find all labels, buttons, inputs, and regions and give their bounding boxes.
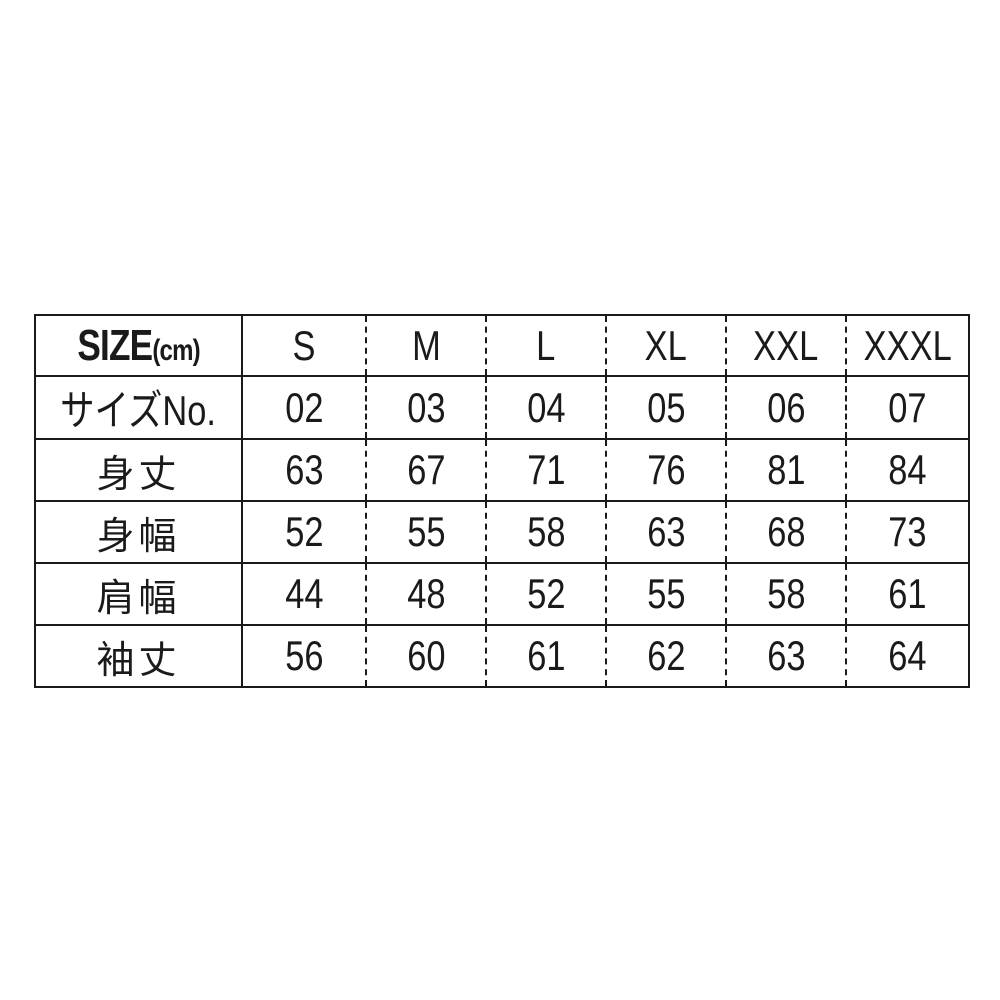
cell-value: 58 [526, 508, 566, 555]
cell-value: 71 [526, 446, 566, 493]
size-header: L [485, 314, 606, 377]
size-l: L [536, 321, 556, 369]
size-chart-table: SIZE(cm) S M L XL XXL XXXL サイズNo. 02 03 04 0… [34, 314, 970, 688]
table-cell: 61 [485, 624, 606, 688]
table-cell: 56 [242, 624, 366, 688]
size-label: SIZE [77, 320, 153, 370]
table-row: サイズNo. 02 03 04 05 06 07 [35, 375, 969, 440]
table-cell: 63 [242, 438, 366, 502]
table-cell: 04 [485, 375, 606, 440]
size-header: S [242, 314, 366, 377]
cell-value: 61 [888, 570, 927, 617]
size-unit-header: SIZE(cm) [35, 314, 243, 377]
table-cell: 03 [365, 375, 486, 440]
table-cell: 58 [725, 562, 846, 626]
cell-value: 63 [646, 508, 686, 555]
cell-value: 52 [284, 508, 324, 555]
cell-value: 04 [526, 383, 566, 431]
row-label: 身丈 [35, 438, 243, 502]
row-label: 袖丈 [35, 624, 243, 688]
row-label: 身幅 [35, 500, 243, 564]
cell-value: 62 [646, 632, 686, 679]
table-cell: 02 [242, 375, 366, 440]
cell-value: 05 [646, 383, 686, 431]
table-cell: 52 [485, 562, 606, 626]
cell-value: 84 [888, 446, 927, 493]
size-m: M [411, 321, 441, 369]
cell-value: 67 [406, 446, 446, 493]
cell-value: 55 [646, 570, 686, 617]
row-label-text: サイズNo. [60, 387, 217, 434]
cell-value: 61 [526, 632, 566, 679]
cell-value: 52 [526, 570, 566, 617]
row-label: 肩幅 [35, 562, 243, 626]
table-cell: 68 [725, 500, 846, 564]
cell-value: 63 [284, 446, 324, 493]
table-cell: 62 [605, 624, 726, 688]
table-cell: 05 [605, 375, 726, 440]
table-cell: 76 [605, 438, 726, 502]
table-row: 身丈 63 67 71 76 81 84 [35, 438, 969, 502]
table-cell: 55 [605, 562, 726, 626]
cell-value: 02 [284, 383, 324, 431]
cell-value: 58 [766, 570, 806, 617]
table-cell: 61 [845, 562, 969, 626]
table-cell: 64 [845, 624, 969, 688]
table-cell: 63 [605, 500, 726, 564]
cell-value: 03 [406, 383, 446, 431]
table-cell: 58 [485, 500, 606, 564]
cell-value: 44 [284, 570, 324, 617]
table-row: 袖丈 56 60 61 62 63 64 [35, 624, 969, 688]
cell-value: 07 [888, 383, 927, 431]
table-cell: 63 [725, 624, 846, 688]
cell-value: 48 [406, 570, 446, 617]
row-label-text: 身幅 [96, 515, 181, 558]
table-cell: 60 [365, 624, 486, 688]
table-cell: 71 [485, 438, 606, 502]
table-cell: 55 [365, 500, 486, 564]
cell-value: 64 [888, 632, 927, 679]
cell-value: 55 [406, 508, 446, 555]
header-row: SIZE(cm) S M L XL XXL XXXL [35, 314, 969, 377]
cell-value: 63 [766, 632, 806, 679]
size-s: S [292, 321, 316, 369]
size-xxl: XXL [753, 321, 819, 369]
table-cell: 07 [845, 375, 969, 440]
size-xl: XL [644, 321, 688, 369]
size-header: M [365, 314, 486, 377]
table-cell: 73 [845, 500, 969, 564]
table-cell: 52 [242, 500, 366, 564]
table-cell: 84 [845, 438, 969, 502]
row-label-text: 袖丈 [96, 639, 181, 682]
size-header: XXL [725, 314, 846, 377]
table-cell: 48 [365, 562, 486, 626]
table-cell: 44 [242, 562, 366, 626]
cell-value: 68 [766, 508, 806, 555]
table-cell: 81 [725, 438, 846, 502]
size-xxxl: XXXL [863, 321, 952, 369]
cell-value: 56 [284, 632, 324, 679]
table-row: 身幅 52 55 58 63 68 73 [35, 500, 969, 564]
unit-label: (cm) [152, 333, 200, 367]
table-cell: 06 [725, 375, 846, 440]
table-row: 肩幅 44 48 52 55 58 61 [35, 562, 969, 626]
table-cell: 67 [365, 438, 486, 502]
size-header: XL [605, 314, 726, 377]
row-label-text: 身丈 [96, 453, 181, 496]
cell-value: 60 [406, 632, 446, 679]
cell-value: 06 [766, 383, 806, 431]
cell-value: 76 [646, 446, 686, 493]
row-label: サイズNo. [35, 375, 243, 440]
row-label-text: 肩幅 [96, 577, 181, 620]
size-header: XXXL [845, 314, 969, 377]
cell-value: 73 [888, 508, 927, 555]
cell-value: 81 [766, 446, 806, 493]
